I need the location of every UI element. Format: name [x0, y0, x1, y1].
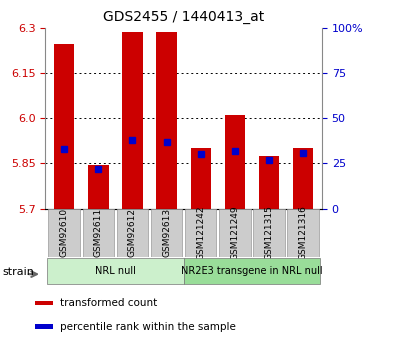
Bar	[259, 156, 279, 209]
Text: percentile rank within the sample: percentile rank within the sample	[60, 322, 236, 332]
Bar	[253, 209, 285, 257]
Text: GSM121315: GSM121315	[265, 205, 273, 260]
Bar	[117, 209, 148, 257]
Bar	[47, 258, 184, 284]
Text: GSM121249: GSM121249	[230, 206, 239, 260]
Text: GSM92613: GSM92613	[162, 208, 171, 257]
Text: NRL null: NRL null	[95, 266, 136, 276]
Bar	[219, 209, 250, 257]
Bar	[185, 209, 216, 257]
Bar	[151, 209, 182, 257]
Text: transformed count: transformed count	[60, 298, 157, 308]
Text: GSM121242: GSM121242	[196, 206, 205, 260]
Text: GSM92612: GSM92612	[128, 208, 137, 257]
Bar	[225, 115, 245, 209]
Bar	[83, 209, 114, 257]
Bar	[54, 44, 74, 209]
Text: strain: strain	[2, 267, 34, 277]
Bar	[35, 324, 53, 329]
Bar	[88, 165, 109, 209]
Bar	[122, 32, 143, 209]
Text: GSM121316: GSM121316	[299, 205, 308, 260]
Text: GSM92611: GSM92611	[94, 208, 103, 257]
Bar	[190, 148, 211, 209]
Title: GDS2455 / 1440413_at: GDS2455 / 1440413_at	[103, 10, 264, 24]
Bar	[293, 148, 313, 209]
Text: NR2E3 transgene in NRL null: NR2E3 transgene in NRL null	[181, 266, 323, 276]
Bar	[288, 209, 319, 257]
Bar	[156, 32, 177, 209]
Bar	[49, 209, 80, 257]
Text: GSM92610: GSM92610	[60, 208, 69, 257]
Bar	[35, 300, 53, 305]
Bar	[184, 258, 320, 284]
